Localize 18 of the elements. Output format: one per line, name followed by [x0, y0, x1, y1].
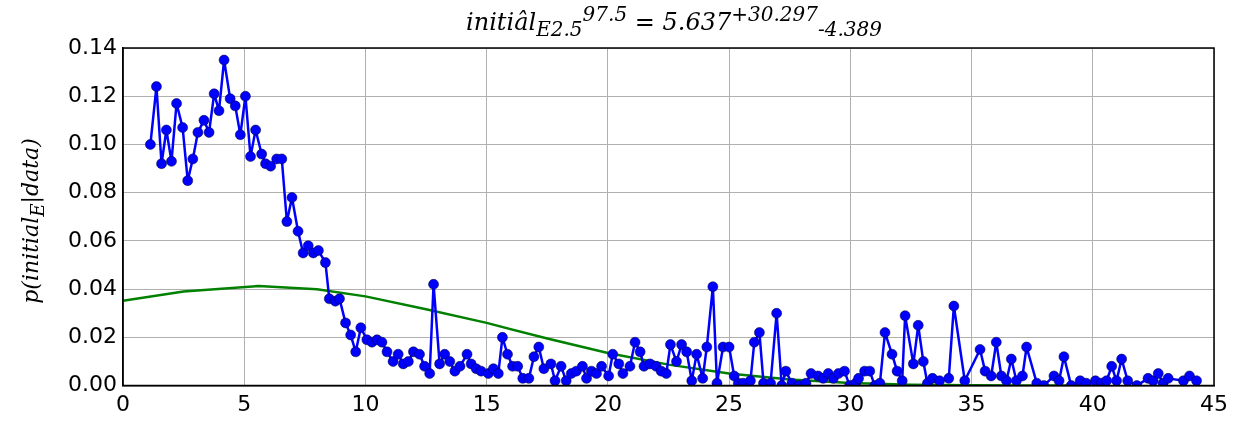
x-tick-label: 40 [1078, 390, 1107, 416]
x-tick-label: 15 [472, 390, 501, 416]
y-tick-label: 0.10 [68, 130, 117, 156]
y-tick-label: 0.00 [68, 371, 117, 397]
x-tick-label: 30 [836, 390, 865, 416]
y-tick-label: 0.06 [68, 226, 117, 252]
y-tick-label: 0.02 [68, 323, 117, 349]
x-tick-label: 20 [593, 390, 622, 416]
x-tick-label: 10 [351, 390, 380, 416]
x-tick-label: 5 [237, 390, 252, 416]
y-tick-label: 0.04 [68, 274, 117, 300]
y-tick-label: 0.14 [68, 33, 117, 59]
x-tick-label: 35 [957, 390, 986, 416]
x-tick-label: 45 [1200, 390, 1228, 416]
y-tick-label: 0.12 [68, 81, 117, 107]
x-tick-label: 0 [115, 390, 130, 416]
y-tick-label: 0.08 [68, 178, 117, 204]
x-tick-label: 25 [715, 390, 744, 416]
